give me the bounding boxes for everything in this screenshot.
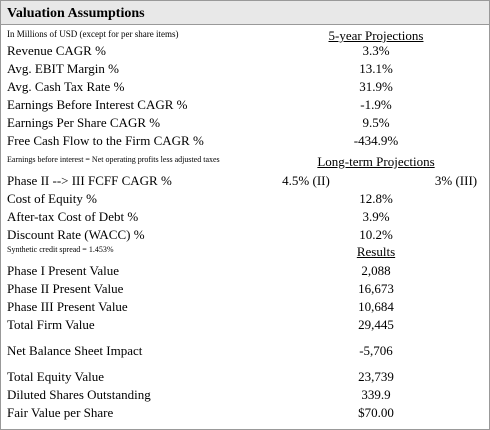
footnote: Synthetic credit spread = 1.453% xyxy=(7,245,114,254)
row-value: -434.9% xyxy=(353,133,399,148)
row-value: 10,684 xyxy=(358,299,394,314)
row-value: 10.2% xyxy=(359,227,393,242)
section-heading: Results xyxy=(356,244,396,259)
row-label: Total Firm Value xyxy=(7,317,95,332)
title: Valuation Assumptions xyxy=(7,6,145,21)
row-label: Revenue CAGR % xyxy=(7,43,106,58)
row-value: $70.00 xyxy=(358,405,394,420)
row-value: 29,445 xyxy=(358,317,394,332)
row-value: 23,739 xyxy=(358,369,394,384)
row-value: 3.3% xyxy=(362,43,390,58)
row-value: 3.9% xyxy=(362,209,390,224)
row-value: 3% (III) xyxy=(434,173,478,188)
row-value: 4.5% (II) xyxy=(282,173,330,188)
row-label: Avg. Cash Tax Rate % xyxy=(7,79,125,94)
row-label: Earnings Per Share CAGR % xyxy=(7,115,161,130)
row-label: Phase III Present Value xyxy=(7,299,128,314)
row-value: -5,706 xyxy=(359,343,393,358)
section-heading: 5-year Projections xyxy=(328,28,424,43)
row-label: Cost of Equity % xyxy=(7,191,97,206)
row-label: Diluted Shares Outstanding xyxy=(7,387,151,402)
row-value: -1.9% xyxy=(360,97,392,112)
section-heading: Long-term Projections xyxy=(317,154,435,169)
row-label: Total Equity Value xyxy=(7,369,105,384)
row-label: Fair Value per Share xyxy=(7,405,114,420)
subtitle: In Millions of USD (except for per share… xyxy=(7,29,179,39)
title-band xyxy=(1,1,489,25)
row-label: Discount Rate (WACC) % xyxy=(7,227,145,242)
row-label: Phase II Present Value xyxy=(7,281,124,296)
row-value: 16,673 xyxy=(358,281,394,296)
row-value: 2,088 xyxy=(361,263,391,278)
row-label: Earnings Before Interest CAGR % xyxy=(7,97,188,112)
row-label: After-tax Cost of Debt % xyxy=(7,209,139,224)
row-label: Avg. EBIT Margin % xyxy=(7,61,119,76)
footnote: Earnings before interest = Net operating… xyxy=(7,155,220,164)
row-label: Phase I Present Value xyxy=(7,263,120,278)
row-label: Free Cash Flow to the Firm CAGR % xyxy=(7,133,204,148)
row-value: 12.8% xyxy=(359,191,393,206)
row-label: Phase II --> III FCFF CAGR % xyxy=(7,173,172,188)
row-value: 339.9 xyxy=(361,387,391,402)
row-value: 31.9% xyxy=(359,79,393,94)
row-value: 13.1% xyxy=(359,61,393,76)
row-value: 9.5% xyxy=(362,115,390,130)
row-label: Net Balance Sheet Impact xyxy=(7,343,143,358)
